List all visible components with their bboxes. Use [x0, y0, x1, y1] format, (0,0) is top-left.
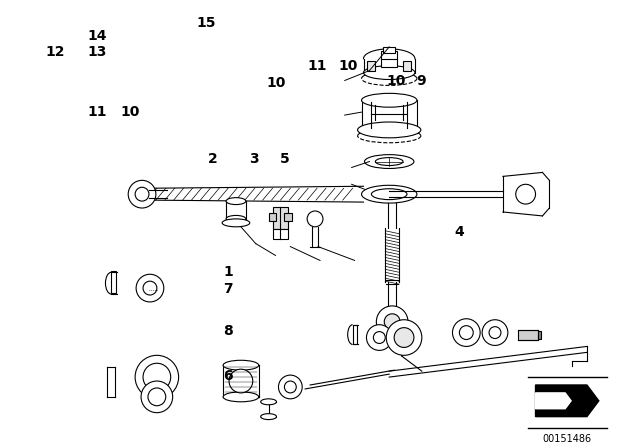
Text: 11: 11 — [88, 105, 107, 119]
Bar — [381, 51, 397, 67]
Circle shape — [136, 274, 164, 302]
Circle shape — [278, 375, 302, 399]
Bar — [111, 271, 116, 293]
Text: 7: 7 — [223, 282, 233, 296]
Text: 2: 2 — [207, 151, 218, 166]
Text: 5: 5 — [280, 151, 290, 166]
Ellipse shape — [226, 198, 246, 205]
Circle shape — [143, 363, 171, 391]
Ellipse shape — [222, 219, 250, 227]
Circle shape — [489, 327, 501, 339]
Circle shape — [376, 306, 408, 337]
Ellipse shape — [365, 155, 414, 168]
Circle shape — [384, 314, 400, 330]
Polygon shape — [536, 393, 571, 409]
Text: 10: 10 — [266, 76, 285, 90]
Circle shape — [452, 319, 480, 346]
Text: 12: 12 — [46, 45, 65, 59]
Ellipse shape — [376, 158, 403, 165]
Text: 13: 13 — [88, 45, 107, 59]
Circle shape — [460, 326, 473, 340]
Bar — [269, 213, 276, 221]
Polygon shape — [536, 385, 599, 417]
Text: 10: 10 — [120, 105, 140, 119]
Circle shape — [229, 369, 253, 393]
Bar — [273, 207, 289, 229]
Ellipse shape — [362, 93, 417, 107]
Circle shape — [135, 355, 179, 399]
Ellipse shape — [223, 360, 259, 370]
Bar — [367, 61, 376, 71]
Ellipse shape — [358, 122, 421, 138]
Circle shape — [143, 281, 157, 295]
Text: 11: 11 — [307, 59, 326, 73]
Text: 00151486: 00151486 — [543, 435, 592, 444]
Bar — [273, 229, 289, 239]
Circle shape — [284, 381, 296, 393]
Circle shape — [307, 211, 323, 227]
Text: 14: 14 — [88, 29, 107, 43]
Text: 15: 15 — [196, 16, 216, 30]
Text: 9: 9 — [417, 74, 426, 88]
Bar — [353, 325, 356, 345]
Circle shape — [373, 332, 385, 344]
Circle shape — [394, 327, 414, 347]
Text: 3: 3 — [249, 151, 259, 166]
Circle shape — [135, 187, 149, 201]
Ellipse shape — [223, 392, 259, 402]
Circle shape — [141, 381, 173, 413]
Circle shape — [482, 320, 508, 345]
Circle shape — [387, 320, 422, 355]
Circle shape — [148, 388, 166, 406]
Ellipse shape — [260, 399, 276, 405]
Polygon shape — [147, 186, 364, 202]
Ellipse shape — [226, 215, 246, 222]
Text: 10: 10 — [339, 59, 358, 73]
Bar — [383, 47, 395, 53]
Bar — [284, 213, 292, 221]
Circle shape — [367, 325, 392, 350]
Bar — [518, 330, 538, 340]
Ellipse shape — [371, 189, 407, 200]
Circle shape — [516, 184, 536, 204]
Ellipse shape — [364, 66, 415, 79]
Text: 6: 6 — [223, 369, 233, 383]
Ellipse shape — [260, 414, 276, 420]
Text: 1: 1 — [223, 265, 233, 279]
Bar — [538, 331, 541, 339]
Bar — [403, 61, 411, 71]
Circle shape — [128, 181, 156, 208]
Text: 8: 8 — [223, 324, 233, 338]
Polygon shape — [503, 172, 549, 216]
Ellipse shape — [362, 185, 417, 203]
Text: 10: 10 — [387, 74, 406, 88]
Text: 4: 4 — [454, 225, 464, 239]
